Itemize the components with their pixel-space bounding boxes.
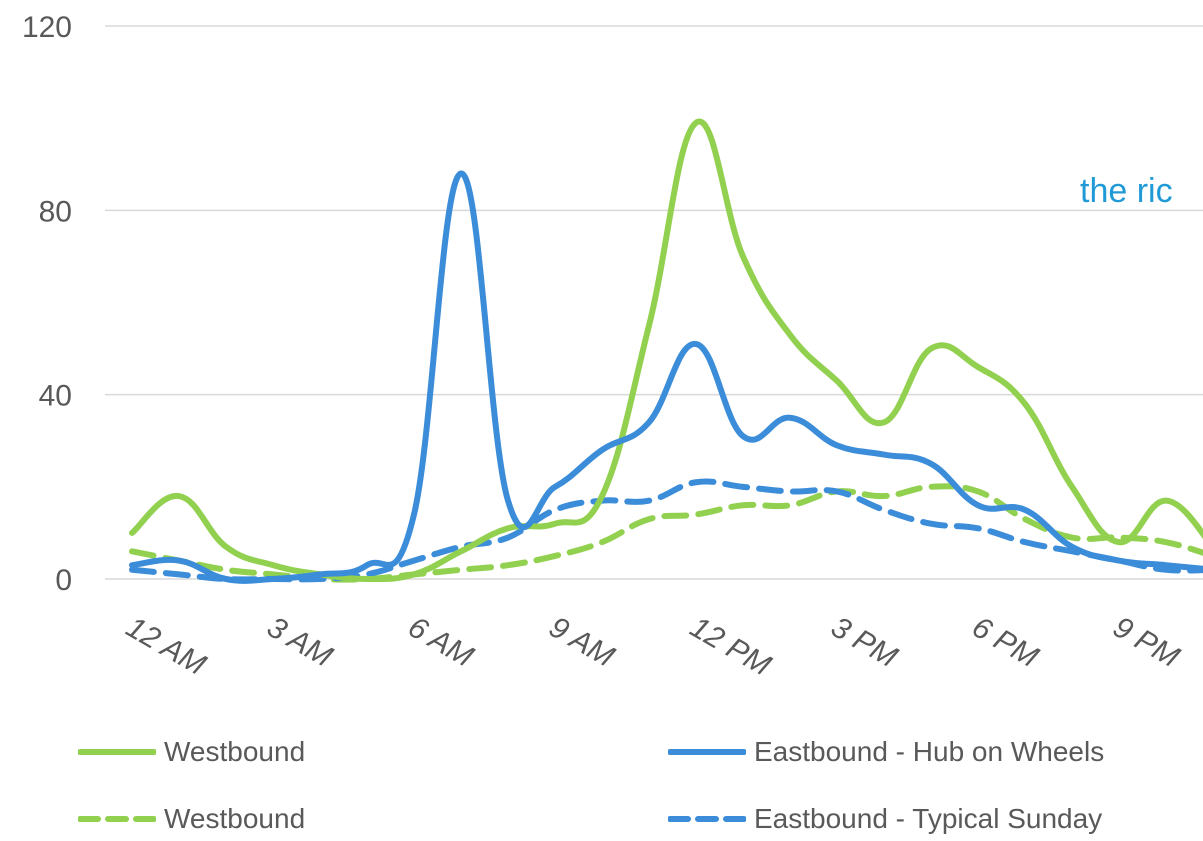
x-axis-ticks: 12 AM 3 AM 6 AM 9 AM 12 PM 3 PM 6 PM 9 PM — [121, 610, 1185, 682]
x-tick-label: 12 AM — [121, 610, 212, 681]
legend-label: Westbound — [164, 736, 306, 767]
x-tick-label: 12 PM — [685, 610, 777, 682]
legend-swatch-westbound-solid — [78, 749, 156, 755]
x-tick-label: 3 PM — [826, 610, 903, 674]
legend-item-westbound-dashed: Westbound — [78, 803, 305, 835]
legend-swatch-eastbound-solid — [668, 749, 746, 755]
x-tick-label: 6 AM — [403, 610, 479, 673]
legend-swatch-eastbound-dashed — [668, 816, 746, 822]
legend-swatch-westbound-dashed — [78, 816, 156, 822]
series-line-2 — [129, 483, 1203, 583]
legend-item-westbound: Westbound — [78, 736, 305, 768]
legend-item-eastbound-sunday: Eastbound - Typical Sunday — [668, 803, 1102, 835]
y-axis-ticks: 0 40 80 120 — [22, 11, 72, 597]
y-tick-label: 40 — [39, 380, 72, 413]
y-tick-label: 80 — [39, 195, 72, 228]
legend-label: Eastbound - Typical Sunday — [754, 803, 1103, 834]
legend-item-eastbound-hub: Eastbound - Hub on Wheels — [668, 736, 1104, 768]
chart-annotation: the ric — [1080, 172, 1173, 210]
x-tick-label: 9 AM — [544, 610, 620, 673]
series-lines — [129, 118, 1203, 584]
gridlines — [105, 25, 1203, 580]
series-line-0 — [129, 118, 1203, 583]
x-tick-label: 9 PM — [1108, 610, 1185, 674]
legend-label: Eastbound - Hub on Wheels — [754, 736, 1105, 767]
y-tick-label: 120 — [22, 11, 72, 44]
series-line-3 — [129, 478, 1203, 583]
x-tick-label: 3 AM — [262, 610, 338, 673]
x-tick-label: 6 PM — [967, 610, 1044, 674]
series-line-1 — [129, 170, 1203, 584]
y-tick-label: 0 — [55, 564, 72, 597]
legend-label: Westbound — [164, 803, 306, 834]
